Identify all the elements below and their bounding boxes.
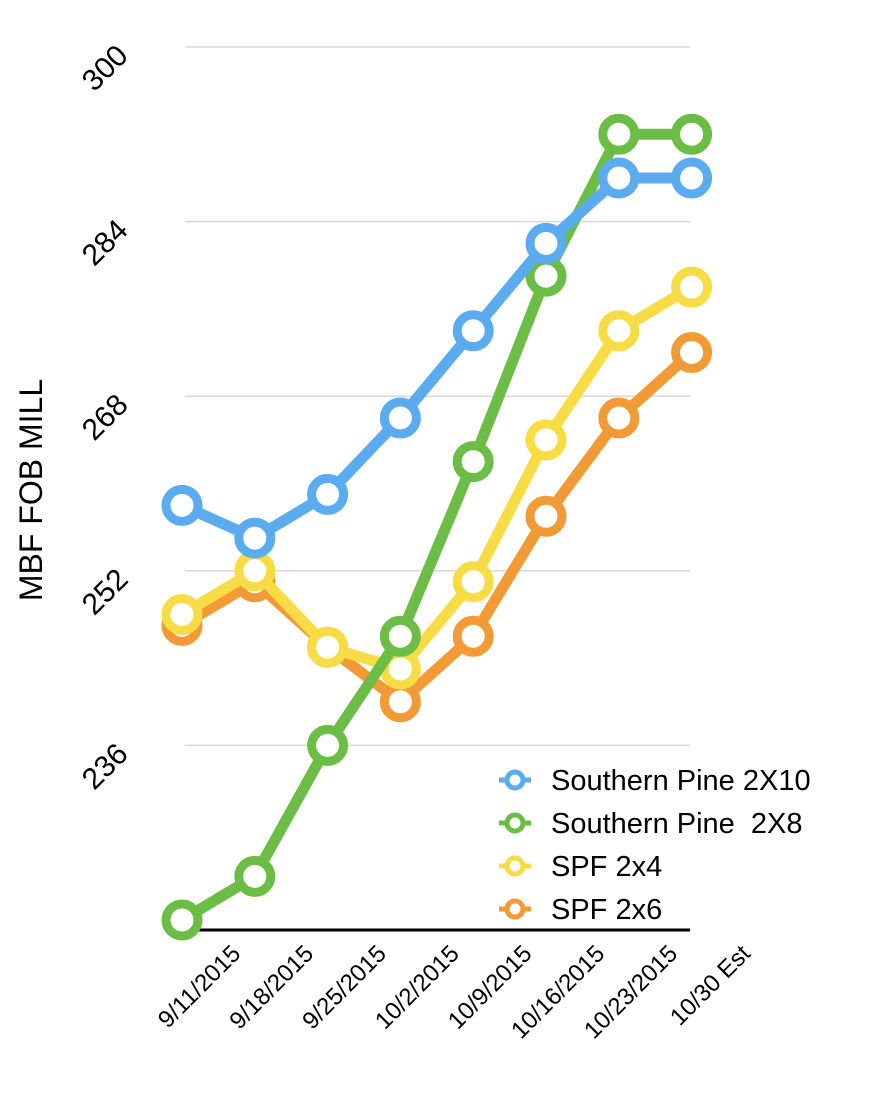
data-point (161, 593, 203, 635)
y-tick-label: 252 (76, 563, 135, 622)
data-point (452, 615, 494, 657)
legend-label: SPF 2x6 (551, 894, 662, 926)
data-point (307, 724, 349, 766)
data-point (525, 222, 567, 264)
data-point (379, 397, 421, 439)
x-axis-ticks: 9/11/20159/18/20159/25/201510/2/201510/9… (153, 940, 756, 1044)
data-point (379, 615, 421, 657)
data-point (234, 517, 276, 559)
y-tick-label: 268 (76, 388, 135, 447)
data-point (671, 113, 713, 155)
data-point (307, 473, 349, 515)
data-point (452, 441, 494, 483)
series-1 (161, 113, 713, 941)
legend-swatch-marker (504, 769, 526, 791)
data-point (234, 550, 276, 592)
data-point (525, 419, 567, 461)
legend: Southern Pine 2X10 Southern Pine 2X8 SPF 2… (499, 765, 811, 926)
data-point (234, 855, 276, 897)
data-point (671, 266, 713, 308)
series-0 (161, 157, 713, 559)
legend-swatch-marker (504, 855, 526, 877)
y-tick-label: 284 (76, 214, 135, 273)
data-point (452, 561, 494, 603)
series-2 (161, 266, 713, 690)
legend-item: Southern Pine 2X8 (499, 808, 803, 840)
legend-item: Southern Pine 2X10 (499, 765, 811, 797)
series-lines (161, 113, 713, 941)
series-line (176, 172, 698, 544)
data-point (671, 157, 713, 199)
data-point (161, 899, 203, 941)
legend-label: SPF 2x4 (551, 851, 662, 883)
data-point (525, 495, 567, 537)
y-axis-label: MBF FOB MILL (13, 379, 49, 601)
x-tick-label: 10/30 Est (665, 940, 756, 1031)
data-point (598, 310, 640, 352)
legend-label: Southern Pine 2X8 (551, 808, 803, 840)
legend-swatch-marker (504, 812, 526, 834)
legend-label: Southern Pine 2X10 (551, 765, 811, 797)
legend-item: SPF 2x4 (499, 851, 662, 883)
data-point (307, 626, 349, 668)
legend-item: SPF 2x6 (499, 894, 662, 926)
data-point (161, 484, 203, 526)
legend-swatch-marker (504, 898, 526, 920)
data-point (452, 310, 494, 352)
y-tick-label: 300 (76, 39, 135, 98)
data-point (598, 157, 640, 199)
y-tick-label: 236 (76, 737, 135, 796)
data-point (598, 113, 640, 155)
y-axis-ticks: 236 252 268 284 300 (76, 39, 135, 796)
data-point (671, 332, 713, 374)
data-point (379, 681, 421, 723)
series-line (176, 128, 698, 926)
data-point (598, 397, 640, 439)
